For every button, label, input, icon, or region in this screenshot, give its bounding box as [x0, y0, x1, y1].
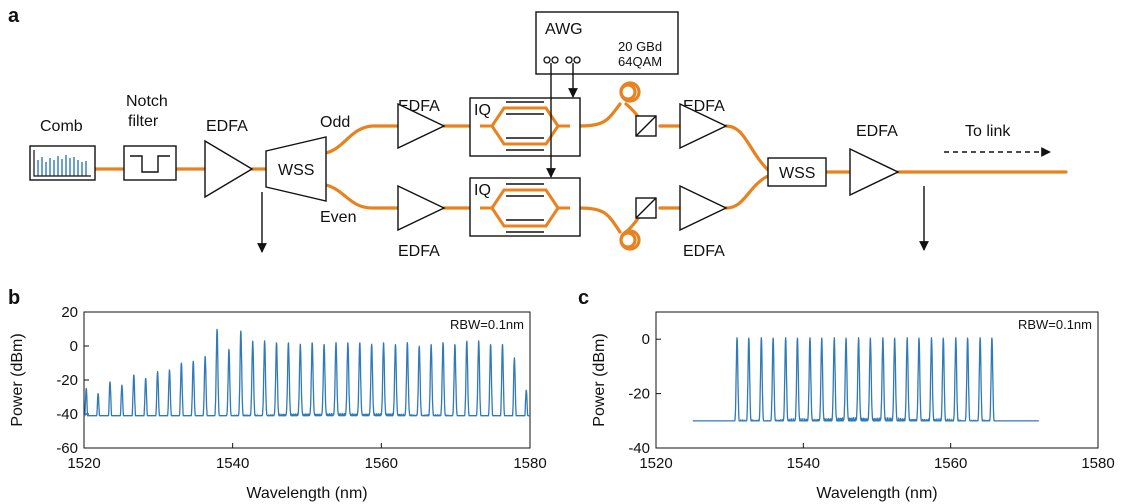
comb-spectrum-icon	[37, 155, 87, 176]
comb-label: Comb	[40, 118, 83, 135]
wss-splitter	[265, 136, 327, 202]
iq-label-even: IQ	[474, 182, 491, 199]
spectrum-trace-b	[84, 328, 530, 417]
awg-rate-label: 20 GBd	[618, 39, 662, 54]
iq-mzm-arms-odd	[480, 106, 570, 146]
y-tick-label-b: 20	[61, 304, 78, 321]
notch-filter-box	[123, 145, 177, 181]
awg-connectors-icon	[543, 56, 581, 64]
iq-electrodes-odd	[506, 101, 544, 151]
panel-label-a: a	[8, 5, 20, 27]
fiber-even-in	[324, 183, 472, 210]
edfa-amplifier-final	[849, 147, 900, 197]
notch-label-line2: filter	[128, 113, 159, 130]
y-tick-label-b: -40	[56, 406, 78, 423]
wss-label-2: WSS	[779, 165, 815, 182]
panel-label-b: b	[8, 287, 20, 309]
y-axis-label-b: Power (dBm)	[9, 333, 26, 426]
x-tick-label-c: 1540	[787, 455, 820, 472]
comb-axes-icon	[33, 150, 91, 177]
x-axis-label-b: Wavelength (nm)	[246, 485, 367, 502]
rbw-annotation-c: RBW=0.1nm	[1018, 317, 1092, 332]
edfa-amplifier-even	[397, 184, 446, 232]
y-tick-label-b: 0	[70, 338, 78, 355]
rbw-annotation-b: RBW=0.1nm	[450, 317, 524, 332]
fiber-spool-upper-inner	[619, 83, 637, 101]
polarizer-odd-diagonal	[635, 115, 657, 137]
fiber-spool-lower-inner	[619, 231, 637, 249]
wss-label-1: WSS	[278, 162, 314, 179]
edfa-label-final: EDFA	[856, 123, 898, 140]
fiber-odd-out	[578, 102, 770, 172]
polarizer-even-diagonal	[635, 197, 657, 219]
y-tick-label-c: -20	[628, 386, 650, 403]
x-tick-label-b: 1580	[513, 455, 546, 472]
ticks-b: 1520 1540 1560 1580 20 0 -20 -40 -60	[56, 304, 546, 472]
x-tick-label-b: 1560	[365, 455, 398, 472]
awg-label: AWG	[545, 21, 583, 38]
iq-mzm-arms-even	[480, 188, 570, 228]
y-tick-label-c: 0	[642, 331, 650, 348]
edfa-label-even-out: EDFA	[683, 243, 725, 260]
edfa-label-1: EDFA	[206, 118, 248, 135]
edfa-amplifier-odd-out	[679, 102, 728, 150]
x-tick-label-c: 1580	[1081, 455, 1114, 472]
y-tick-label-b: -60	[56, 440, 78, 457]
iq-label-odd: IQ	[474, 102, 491, 119]
x-tick-label-b: 1520	[67, 455, 100, 472]
panel-label-c: c	[578, 287, 589, 309]
x-axis-label-c: Wavelength (nm)	[816, 485, 937, 502]
plot-frame-b	[83, 311, 531, 449]
notch-label-line1: Notch	[126, 93, 168, 110]
x-tick-label-b: 1540	[216, 455, 249, 472]
plot-frame-c	[655, 311, 1099, 449]
ticks-c: 1520 1540 1560 1580 0 -20 -40	[628, 331, 1114, 472]
even-label: Even	[320, 209, 356, 226]
edfa-amplifier-1	[204, 139, 254, 199]
x-tick-label-c: 1560	[934, 455, 967, 472]
notch-shape-icon	[130, 155, 170, 173]
wss-combiner	[767, 157, 827, 187]
spectrum-chart-c: c 1520 1540 1560 1580 0 -20 -40 RBW=0.1nm Wave…	[578, 287, 1115, 502]
awg-format-label: 64QAM	[618, 54, 662, 69]
spectrum-chart-b: b 1520 1540 1560 1580 20 0 -20 -40 -60 RBW=0.1nm…	[8, 287, 547, 502]
edfa-label-even: EDFA	[398, 243, 440, 260]
setup-diagram: a Comb Notch filter EDFA	[8, 5, 1068, 260]
edfa-amplifier-odd	[397, 102, 446, 150]
y-axis-label-c: Power (dBm)	[591, 333, 608, 426]
y-tick-label-c: -40	[628, 440, 650, 457]
awg-box	[535, 11, 679, 75]
to-link-label: To link	[965, 123, 1011, 140]
fiber-odd-in	[324, 124, 472, 155]
fiber-even-out	[578, 174, 770, 234]
iq-electrodes-even	[506, 183, 544, 233]
x-tick-label-c: 1520	[639, 455, 672, 472]
spectrum-trace-c	[692, 337, 1040, 422]
y-tick-label-b: -20	[56, 372, 78, 389]
edfa-amplifier-even-out	[679, 184, 728, 232]
odd-label: Odd	[320, 114, 350, 131]
